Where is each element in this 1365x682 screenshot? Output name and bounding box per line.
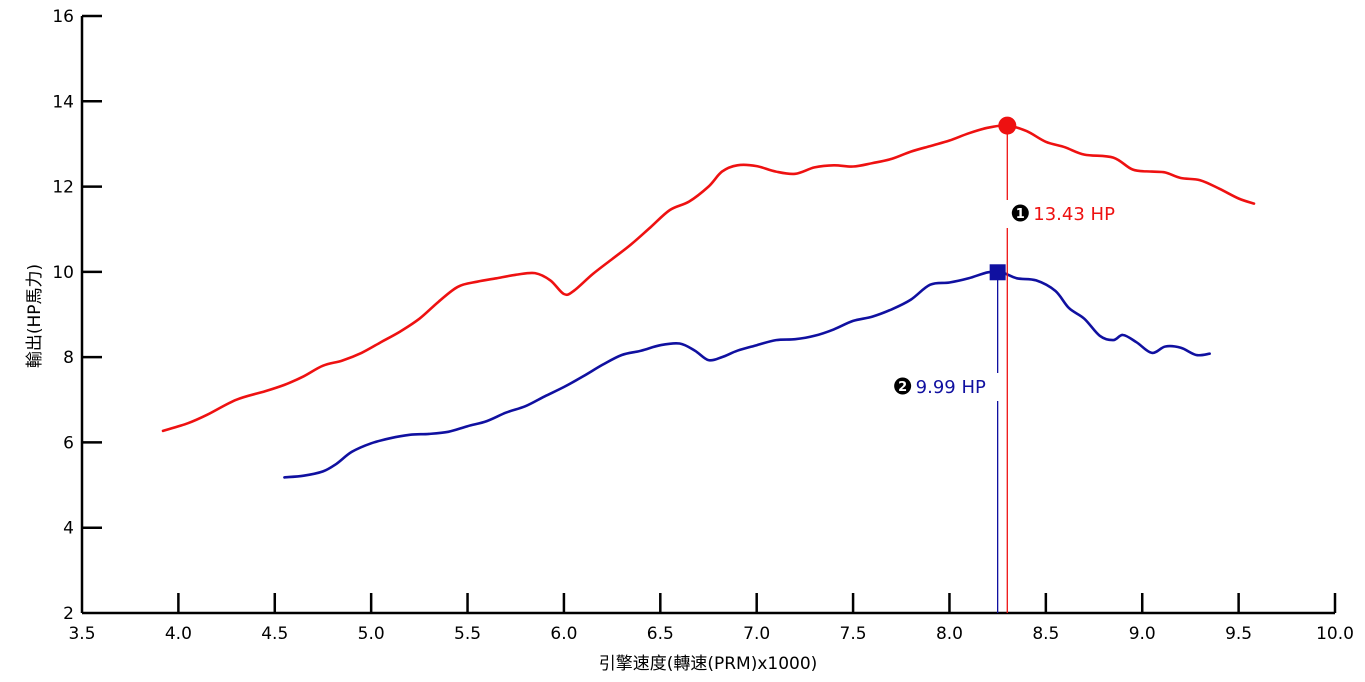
y-axis-title: 輸出(HP馬力) bbox=[25, 264, 45, 368]
x-tick-label: 7.0 bbox=[743, 624, 770, 644]
badge-circle bbox=[1011, 204, 1029, 222]
y-tick-label: 6 bbox=[63, 433, 74, 453]
axes: 3.5 4.0 4.5 5.0 5.5 6.0 6.5 7.0 7.5 8.0 8.5 9.0 9.5 1… bbox=[52, 7, 1354, 644]
y-tick-label: 2 bbox=[63, 604, 74, 624]
x-tick-label: 6.5 bbox=[647, 624, 674, 644]
x-tick-label: 7.5 bbox=[840, 624, 867, 644]
badge-number: 1 bbox=[1016, 207, 1025, 222]
y-tick-label: 12 bbox=[52, 178, 74, 198]
red-peak-marker bbox=[998, 116, 1017, 135]
blue-peak-marker bbox=[989, 264, 1006, 281]
y-tick-label: 14 bbox=[52, 92, 74, 112]
red-peak-label: 13.43 HP bbox=[1033, 204, 1115, 225]
x-tick-label: 4.0 bbox=[165, 624, 192, 644]
x-tick-label: 3.5 bbox=[68, 624, 95, 644]
red-series-line bbox=[161, 124, 1256, 433]
blue-series-line bbox=[283, 270, 1211, 479]
x-tick-label: 8.5 bbox=[1032, 624, 1059, 644]
y-tick-label: 10 bbox=[52, 263, 74, 283]
x-tick-label: 9.0 bbox=[1129, 624, 1156, 644]
y-tick-label: 16 bbox=[52, 7, 74, 27]
x-tick-label: 6.0 bbox=[550, 624, 577, 644]
badge-circle bbox=[894, 377, 912, 395]
y-tick-label: 4 bbox=[63, 519, 74, 539]
x-tick-label: 8.0 bbox=[936, 624, 963, 644]
x-tick-label: 5.0 bbox=[358, 624, 385, 644]
x-tick-label: 10.0 bbox=[1316, 624, 1354, 644]
x-axis-title: 引擎速度(轉速(PRM)x1000) bbox=[599, 654, 818, 674]
series-layer bbox=[161, 124, 1256, 479]
x-tick-label: 4.5 bbox=[261, 624, 288, 644]
annotation-layer: 1 13.43 HP 2 9.99 HP bbox=[894, 116, 1115, 613]
badge-icon: 2 bbox=[894, 377, 912, 395]
badge-number: 2 bbox=[898, 380, 907, 395]
x-tick-label: 9.5 bbox=[1225, 624, 1252, 644]
blue-peak-label: 9.99 HP bbox=[916, 377, 986, 398]
y-tick-label: 8 bbox=[63, 348, 74, 368]
x-tick-label: 5.5 bbox=[454, 624, 481, 644]
badge-icon: 1 bbox=[1011, 204, 1029, 222]
